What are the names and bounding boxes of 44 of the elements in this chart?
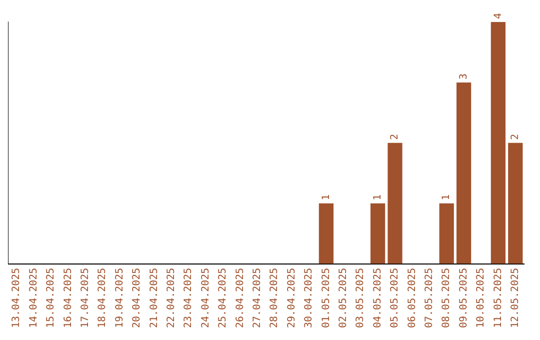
x-tick-label: 16.04.2025 [62,268,74,328]
x-tick-label: 11.05.2025 [492,268,504,328]
bar [490,22,506,264]
x-tick-label: 02.05.2025 [338,268,349,328]
x-tick-label: 21.04.2025 [148,268,160,328]
x-tick-label: 03.05.2025 [355,268,366,328]
bar [318,203,334,264]
data-label: 3 [458,73,470,80]
x-tick-label: 30.04.2025 [304,268,315,328]
x-tick-label: 15.04.2025 [46,268,57,328]
x-tick-label: 10.05.2025 [476,268,487,328]
x-tick-label: 14.04.2025 [28,268,40,328]
x-tick-label: 09.05.2025 [458,268,470,328]
x-tick-label: 06.05.2025 [406,268,418,328]
data-label: 2 [390,134,401,140]
data-label: 1 [372,194,384,200]
x-tick-label: 24.04.2025 [200,268,212,328]
x-tick-label: 25.04.2025 [218,268,229,328]
x-tick-label: 18.04.2025 [97,268,108,328]
x-tick-label: 29.04.2025 [286,268,298,328]
bar [388,142,402,264]
data-label: 1 [320,194,332,200]
data-label: 1 [441,194,452,200]
bar [456,82,472,264]
x-tick-label: 27.04.2025 [252,268,263,328]
x-tick-label: 20.04.2025 [132,268,143,328]
x-tick-label: 08.05.2025 [441,268,452,328]
x-tick-label: 05.05.2025 [390,268,401,328]
data-label: 2 [510,134,521,140]
x-tick-label: 12.05.2025 [510,268,521,328]
bar [439,203,454,264]
x-tick-label: 23.04.2025 [183,268,194,328]
x-tick-label: 07.05.2025 [424,268,435,328]
x-tick-label: 22.04.2025 [166,268,177,328]
x-tick-label: 04.05.2025 [372,268,384,328]
x-tick-label: 19.04.2025 [114,268,126,328]
x-tick-label: 01.05.2025 [320,268,332,328]
x-tick-label: 17.04.2025 [80,268,91,328]
x-tick-label: 26.04.2025 [234,268,246,328]
x-tick-label: 28.04.2025 [269,268,280,328]
data-label: 4 [492,12,504,19]
x-tick-label: 13.04.2025 [11,268,22,328]
bar [370,203,386,264]
bar [508,142,523,264]
